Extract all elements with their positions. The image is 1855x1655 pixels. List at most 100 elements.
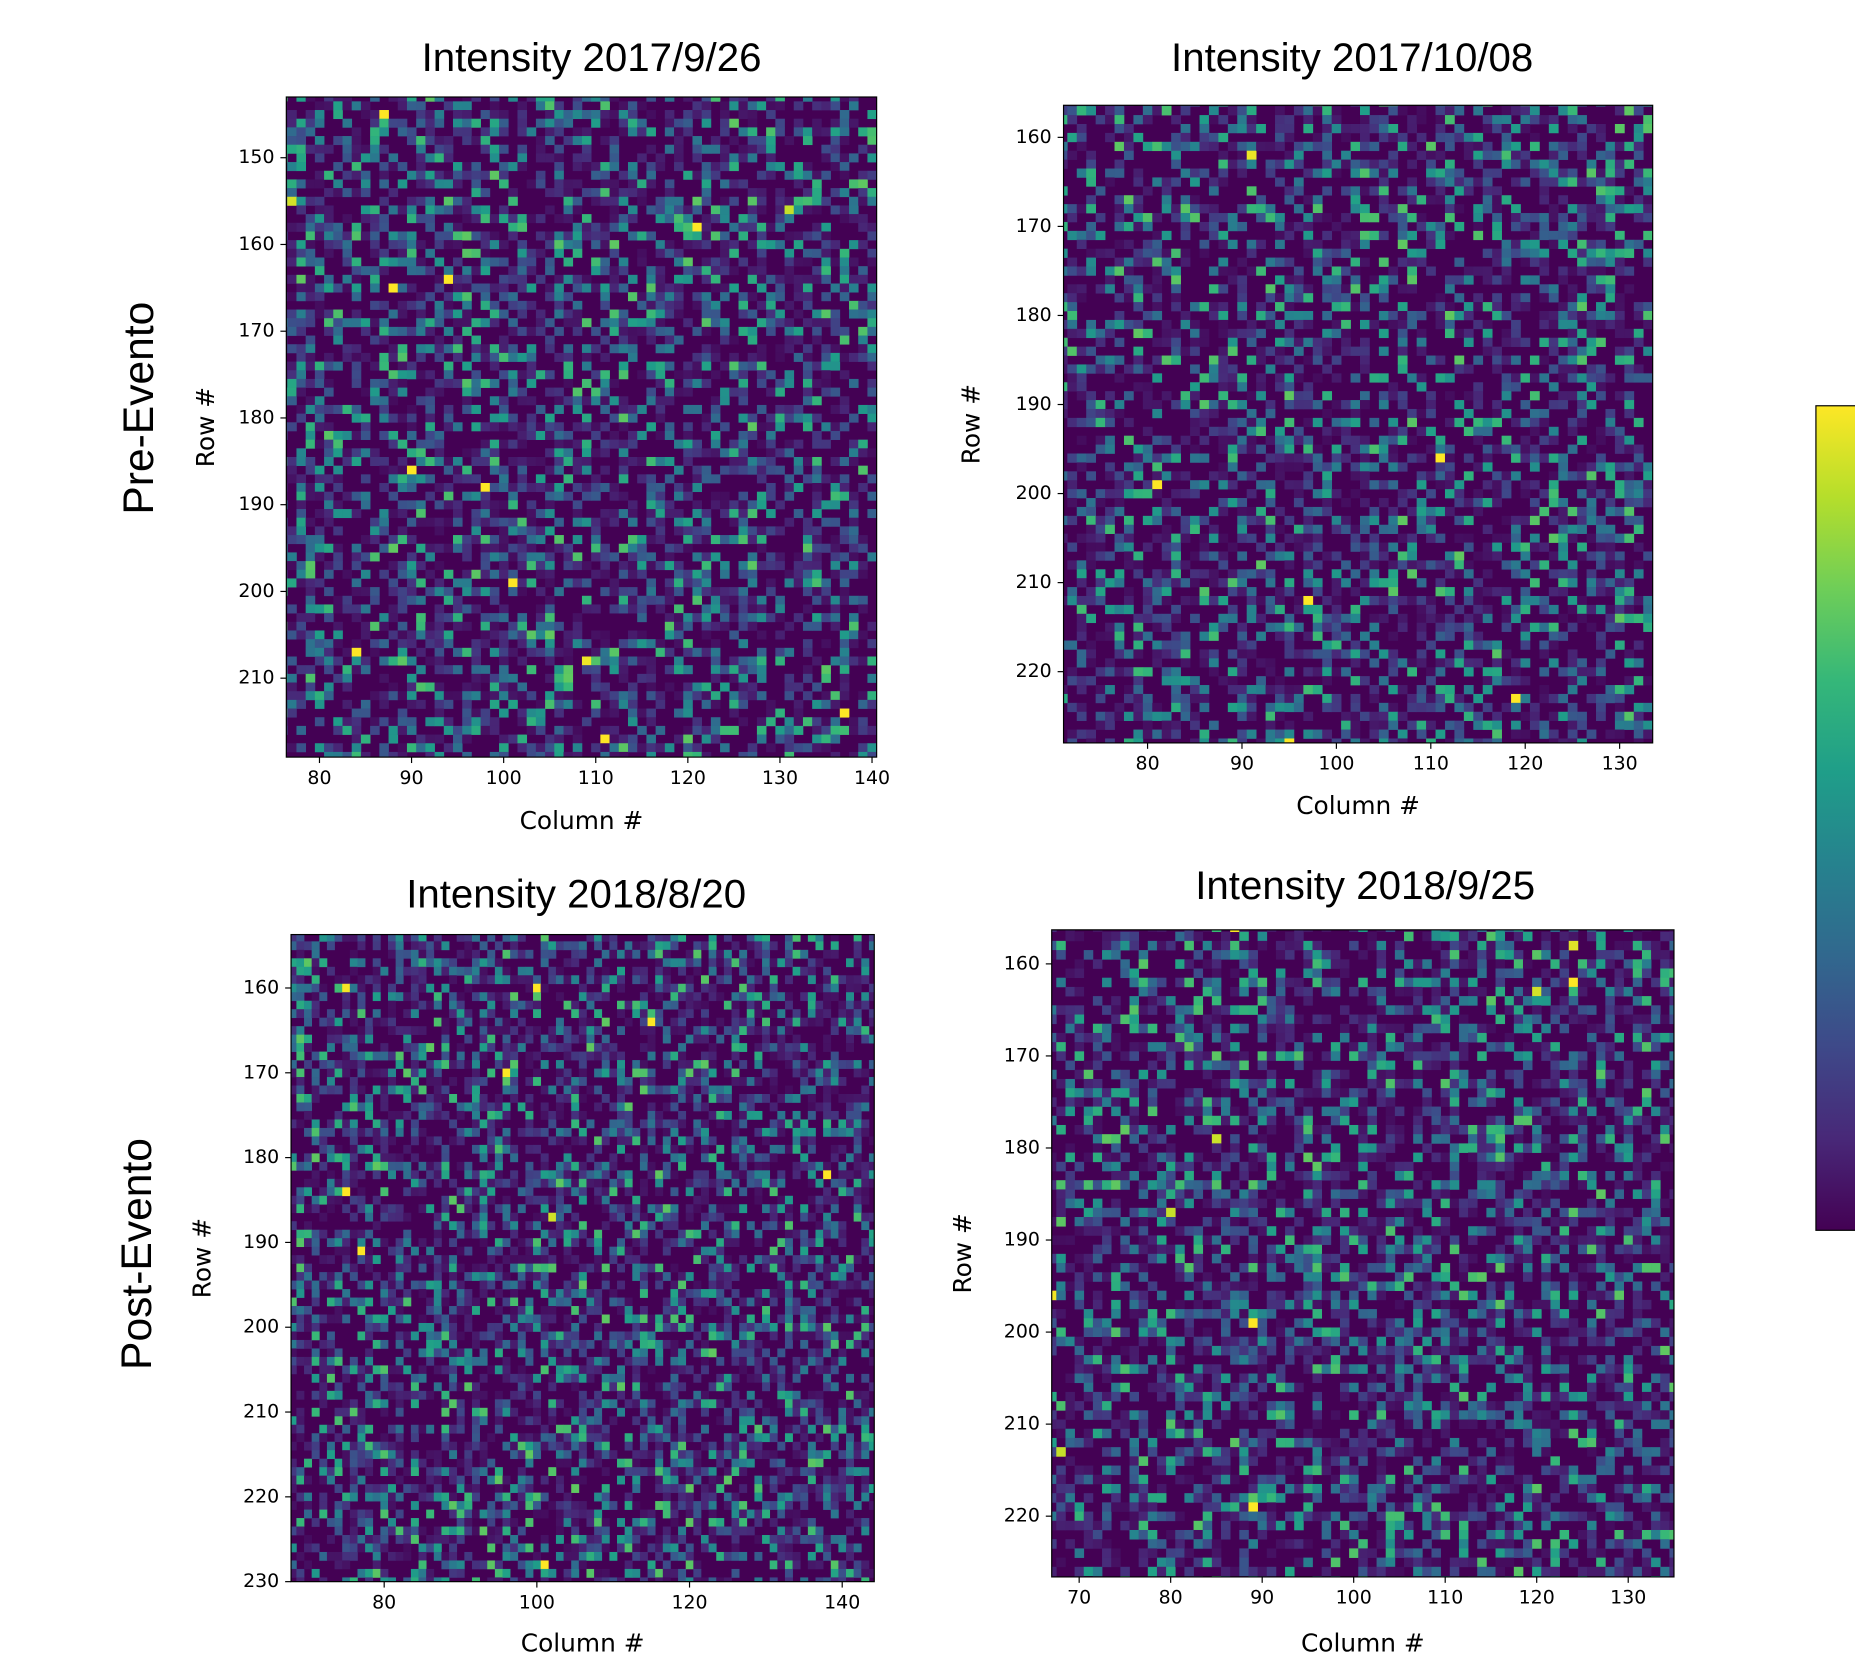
heatmap-cell: [554, 587, 564, 597]
heatmap-cell: [1067, 595, 1078, 606]
heatmap-cell: [849, 509, 859, 519]
heatmap-cell: [1265, 346, 1276, 356]
heatmap-cell: [333, 222, 343, 232]
heatmap-cell: [1331, 328, 1342, 339]
heatmap-cell: [1312, 105, 1323, 107]
heatmap-cell: [499, 396, 509, 406]
heatmap-cell: [1435, 177, 1446, 187]
heatmap-cell: [453, 725, 463, 735]
heatmap-cell: [1284, 355, 1295, 365]
heatmap-cell: [637, 257, 647, 267]
heatmap-cell: [1567, 168, 1578, 178]
heatmap-cell: [545, 266, 555, 276]
heatmap-cell: [655, 699, 666, 709]
heatmap-cell: [747, 569, 758, 579]
heatmap-cell: [738, 587, 749, 597]
heatmap-cell: [747, 127, 758, 137]
heatmap-cell: [1086, 159, 1096, 169]
heatmap-cell: [877, 509, 887, 518]
heatmap-cell: [637, 326, 647, 336]
heatmap-cell: [1444, 284, 1455, 294]
heatmap-cell: [1246, 435, 1257, 445]
heatmap-cell: [1473, 640, 1484, 650]
heatmap-cell: [756, 491, 767, 501]
heatmap-cell: [692, 509, 703, 519]
heatmap-cell: [1284, 337, 1295, 347]
heatmap-cell: [1369, 115, 1380, 125]
heatmap-cell: [324, 682, 334, 692]
heatmap-cell: [1067, 346, 1078, 356]
heatmap-cell: [1246, 204, 1257, 214]
heatmap-cell: [314, 465, 325, 475]
heatmap-cell: [1350, 417, 1361, 428]
heatmap-cell: [646, 300, 656, 310]
heatmap-cell: [591, 673, 601, 683]
heatmap-cell: [784, 517, 795, 527]
heatmap-cell: [1426, 515, 1436, 526]
heatmap-cell: [1208, 373, 1219, 383]
heatmap-cell: [609, 604, 620, 614]
heatmap-cell: [462, 205, 472, 215]
heatmap-cell: [720, 196, 730, 206]
x-tick-label: 110: [578, 767, 614, 789]
heatmap-cell: [747, 422, 758, 432]
heatmap-cell: [701, 734, 712, 744]
heatmap-cell: [812, 526, 822, 536]
heatmap-cell: [1256, 373, 1266, 383]
heatmap-cell: [360, 231, 371, 241]
heatmap-cell: [397, 344, 408, 354]
heatmap-cell: [1378, 186, 1389, 196]
heatmap-cell: [1114, 649, 1125, 659]
heatmap-cell: [1520, 542, 1531, 552]
heatmap-cell: [839, 474, 850, 484]
heatmap-cell: [1520, 337, 1531, 347]
heatmap-cell: [342, 509, 353, 519]
heatmap-cell: [1359, 453, 1370, 463]
heatmap-cell: [360, 352, 371, 362]
heatmap-cell: [812, 535, 822, 545]
heatmap-cell: [508, 97, 518, 102]
heatmap-cell: [324, 352, 334, 362]
heatmap-cell: [471, 708, 481, 718]
heatmap-cell: [1397, 141, 1408, 152]
heatmap-cell: [1548, 364, 1559, 374]
heatmap-cell: [508, 387, 518, 397]
heatmap-cell: [397, 361, 408, 371]
heatmap-cell: [1303, 551, 1314, 561]
heatmap-cell: [1511, 141, 1521, 152]
heatmap-cell: [591, 647, 601, 657]
heatmap-cell: [1378, 649, 1389, 659]
heatmap-cell: [812, 613, 822, 623]
heatmap-cell: [563, 491, 574, 501]
heatmap-cell: [1063, 105, 1068, 107]
heatmap-cell: [1463, 391, 1474, 401]
heatmap-cell: [747, 266, 758, 276]
heatmap-cell: [756, 535, 767, 545]
heatmap-cell: [1492, 542, 1502, 552]
heatmap-cell: [508, 292, 518, 302]
heatmap-cell: [305, 344, 316, 354]
heatmap-cell: [1558, 239, 1569, 250]
heatmap-cell: [480, 214, 491, 224]
heatmap-cell: [692, 535, 703, 545]
heatmap-cell: [1359, 435, 1370, 445]
heatmap-cell: [756, 257, 767, 267]
heatmap-cell: [425, 196, 435, 206]
heatmap-cell: [1142, 613, 1153, 624]
heatmap-cell: [406, 326, 417, 336]
heatmap-cell: [1359, 239, 1370, 250]
heatmap-cell: [710, 717, 721, 727]
heatmap-cell: [1492, 640, 1502, 650]
heatmap-cell: [775, 274, 785, 284]
heatmap-cell: [812, 318, 822, 328]
heatmap-cell: [1388, 524, 1399, 534]
heatmap-cell: [1171, 578, 1181, 588]
heatmap-cell: [425, 344, 435, 354]
heatmap-cell: [775, 222, 785, 232]
heatmap-cell: [1350, 204, 1361, 214]
heatmap-cell: [581, 448, 592, 458]
heatmap-cell: [867, 352, 877, 362]
heatmap-cell: [664, 309, 675, 319]
heatmap-cell: [591, 630, 601, 640]
heatmap-cell: [793, 127, 804, 137]
